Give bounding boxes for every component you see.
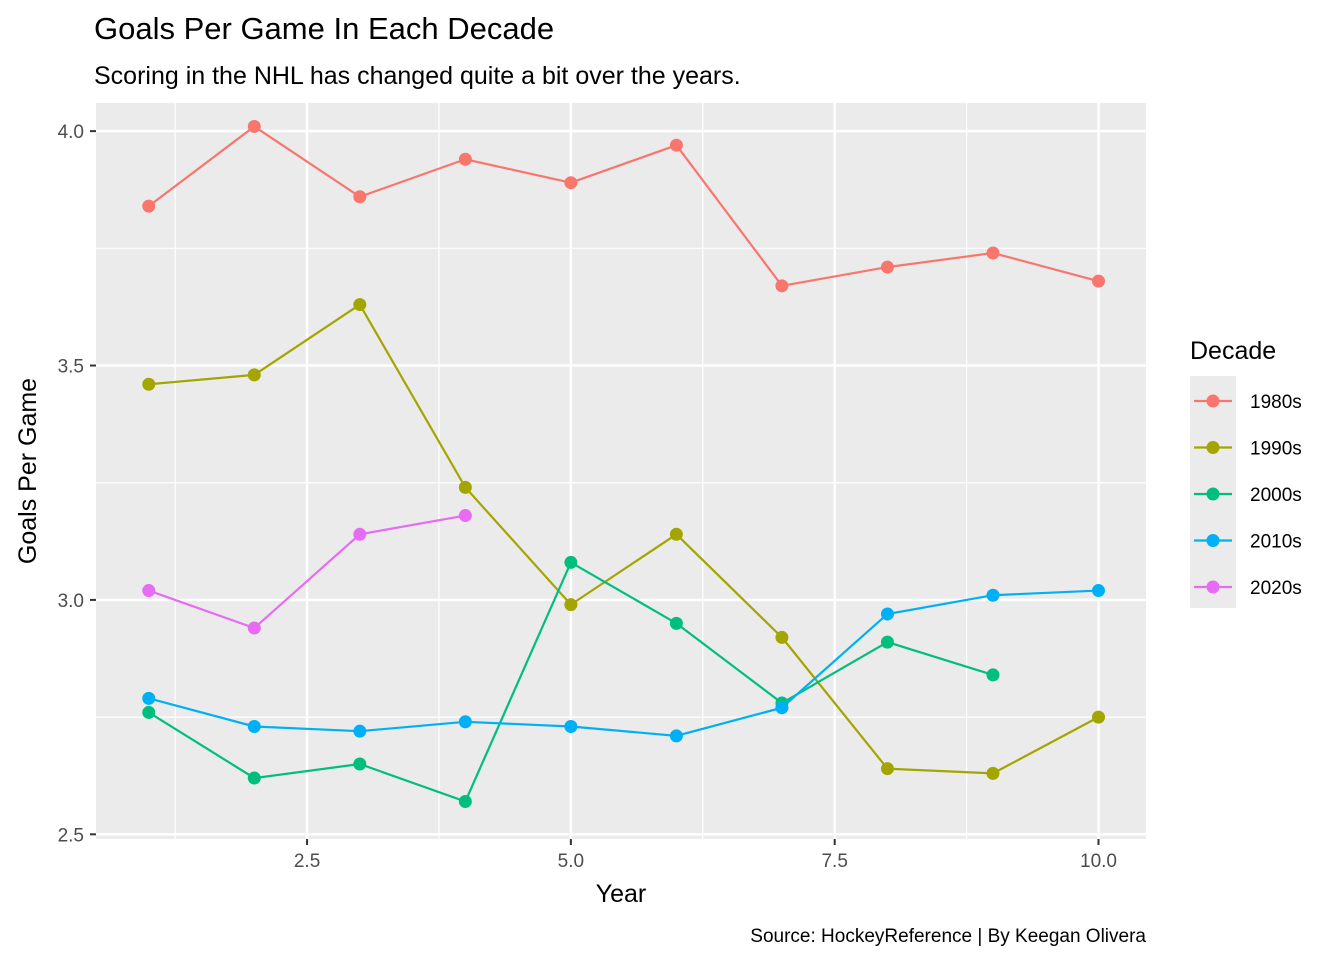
chart-caption: Source: HockeyReference | By Keegan Oliv… (750, 926, 1146, 947)
series-1980s (142, 119, 1106, 293)
series-line-2010s (148, 589, 1099, 737)
legend-item-2010s: 2010s (1194, 532, 1302, 553)
data-point-2010s (669, 729, 683, 743)
data-point-2010s (247, 719, 261, 733)
data-point-2010s (353, 724, 367, 738)
data-point-2010s (775, 701, 789, 715)
data-point-1990s (669, 527, 683, 541)
data-point-1990s (247, 368, 261, 382)
data-point-1990s (142, 377, 156, 391)
data-point-2000s (880, 635, 894, 649)
data-point-2010s (986, 588, 1000, 602)
data-point-2000s (986, 668, 1000, 682)
data-point-1980s (880, 260, 894, 274)
legend-title: Decade (1190, 337, 1276, 365)
series-line-1990s (148, 303, 1100, 775)
data-point-2000s (353, 757, 367, 771)
data-point-1980s (458, 152, 472, 166)
data-point-2000s (247, 771, 261, 785)
data-point-1980s (1092, 274, 1106, 288)
plot-panel (96, 103, 1146, 839)
legend-key-point (1206, 441, 1220, 454)
chart-subtitle: Scoring in the NHL has changed quite a b… (94, 62, 741, 90)
data-point-1990s (458, 480, 472, 494)
axis-ticks: 2.5 5.0 7.5 10.0 2.5 3.0 3.5 4.0 (58, 122, 1117, 872)
legend-label: 2000s (1250, 485, 1302, 506)
series-2010s (142, 584, 1106, 743)
data-point-2000s (669, 616, 683, 630)
y-tick-label: 4.0 (58, 122, 84, 143)
chart-title: Goals Per Game In Each Decade (94, 11, 554, 46)
x-axis-title: Year (596, 880, 647, 908)
data-point-2010s (458, 715, 472, 729)
legend-key-point (1206, 534, 1220, 547)
x-tick-label: 10.0 (1080, 851, 1117, 872)
data-point-2020s (142, 584, 156, 598)
data-point-2010s (880, 607, 894, 621)
legend-key-point (1206, 394, 1220, 408)
data-point-2000s (564, 555, 578, 569)
data-point-1980s (669, 138, 683, 152)
y-tick-label: 3.0 (58, 591, 84, 612)
legend-label: 1980s (1250, 392, 1302, 413)
data-point-1980s (564, 176, 578, 190)
legend-label: 2010s (1250, 532, 1302, 553)
data-point-1990s (880, 762, 894, 776)
data-point-1990s (1092, 710, 1106, 724)
legend-label: 2020s (1250, 578, 1302, 599)
data-point-2020s (353, 527, 367, 541)
legend-key-point (1206, 487, 1220, 501)
data-point-1980s (247, 119, 261, 133)
data-point-2010s (1092, 584, 1106, 598)
series-layer (142, 119, 1106, 808)
minor-gridlines (96, 103, 1146, 839)
legend-item-1990s: 1990s (1194, 439, 1302, 460)
data-point-1990s (775, 630, 789, 644)
y-tick-label: 2.5 (58, 825, 84, 846)
data-point-2000s (458, 794, 472, 808)
x-tick-label: 7.5 (821, 851, 847, 872)
series-line-1980s (148, 125, 1099, 288)
legend-key-point (1206, 580, 1220, 594)
data-point-1980s (353, 190, 367, 204)
legend-label: 1990s (1250, 439, 1302, 460)
data-point-1990s (564, 598, 578, 612)
series-line-2020s (148, 514, 466, 630)
data-point-1980s (986, 246, 1000, 260)
data-point-2000s (142, 705, 156, 719)
data-point-2020s (247, 621, 261, 635)
series-2000s (142, 555, 1000, 808)
data-point-2010s (142, 691, 156, 705)
legend: 1980s 1990s 2000s 2010s 2020s (1190, 376, 1302, 608)
y-tick-label: 3.5 (58, 357, 84, 378)
legend-item-2000s: 2000s (1194, 485, 1302, 506)
legend-item-1980s: 1980s (1194, 392, 1302, 413)
data-point-1980s (775, 279, 789, 293)
legend-item-2020s: 2020s (1194, 578, 1302, 599)
data-point-2010s (564, 719, 578, 733)
data-point-1990s (986, 766, 1000, 780)
x-tick-label: 2.5 (294, 851, 320, 872)
data-point-2020s (458, 509, 472, 523)
x-tick-label: 5.0 (558, 851, 584, 872)
data-point-1990s (353, 298, 367, 312)
series-2020s (142, 509, 472, 635)
series-1990s (142, 298, 1106, 780)
data-point-1980s (142, 199, 156, 213)
y-axis-title: Goals Per Game (14, 378, 42, 564)
